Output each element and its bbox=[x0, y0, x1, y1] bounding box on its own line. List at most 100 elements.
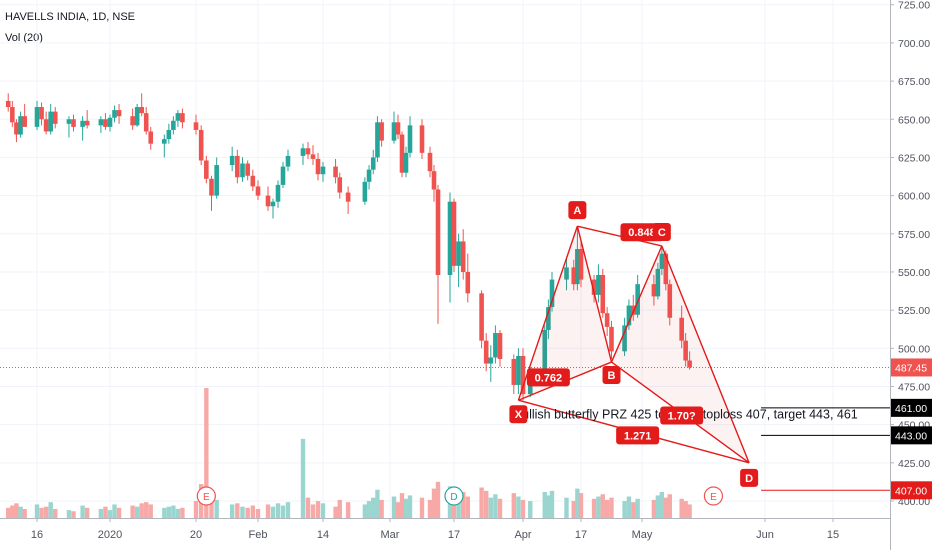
volume-bar bbox=[255, 508, 261, 518]
candle-body bbox=[370, 157, 376, 170]
candle-body bbox=[320, 166, 326, 175]
candle-body bbox=[479, 293, 484, 341]
candle-body bbox=[285, 155, 291, 167]
volume-bar bbox=[80, 505, 85, 518]
volume-bar bbox=[484, 490, 489, 518]
candle-body bbox=[549, 279, 555, 308]
x-tick-label: 17 bbox=[575, 529, 587, 541]
candle-body bbox=[112, 110, 117, 118]
ratio-label: 1.70? bbox=[668, 410, 696, 422]
pattern-leg-ac bbox=[577, 225, 662, 247]
candle-body bbox=[5, 100, 11, 108]
x-tick-label: 17 bbox=[448, 529, 460, 541]
y-tick-label: 525.00 bbox=[898, 305, 930, 317]
candle-body bbox=[280, 166, 286, 185]
volume-bar bbox=[687, 504, 692, 518]
candles bbox=[5, 93, 692, 401]
point-label: B bbox=[608, 370, 616, 382]
candle-body bbox=[564, 267, 569, 280]
volume-bar bbox=[300, 438, 306, 518]
volume-bar bbox=[456, 495, 461, 518]
candle-body bbox=[571, 267, 577, 285]
candle-body bbox=[659, 253, 665, 269]
event-marker-circle bbox=[196, 486, 216, 506]
volume-bar bbox=[175, 508, 181, 518]
candle-body bbox=[180, 113, 185, 123]
volume-bar bbox=[6, 507, 11, 518]
candle-body bbox=[591, 279, 597, 295]
candle-body bbox=[52, 111, 58, 124]
candle-body bbox=[235, 155, 240, 178]
level-badge-bg bbox=[891, 398, 932, 417]
volume-bar bbox=[549, 490, 555, 518]
candle-body bbox=[39, 107, 44, 120]
volume-bar bbox=[600, 494, 605, 518]
candle-body bbox=[427, 152, 433, 172]
volume-bar bbox=[39, 507, 44, 518]
point-label: C bbox=[658, 227, 666, 239]
candle-body bbox=[542, 329, 548, 372]
volume-bar bbox=[209, 490, 214, 518]
candle-body bbox=[520, 355, 526, 395]
candle-body bbox=[596, 275, 601, 295]
volume-bar bbox=[371, 497, 376, 518]
candle-body bbox=[310, 154, 316, 159]
candle-body bbox=[193, 122, 199, 130]
pattern-triangle-bcd bbox=[611, 245, 750, 463]
volume-bar bbox=[171, 505, 176, 518]
volume-bar bbox=[596, 496, 601, 518]
candle-body bbox=[391, 122, 397, 141]
candle-body bbox=[166, 129, 172, 140]
volume-bar bbox=[659, 492, 665, 518]
candle-body bbox=[375, 122, 380, 158]
ratio-badge bbox=[616, 426, 660, 445]
level-badge: 407.00 bbox=[895, 485, 927, 497]
candle-body bbox=[362, 181, 368, 202]
volume-bar bbox=[431, 488, 437, 518]
volume-bar bbox=[144, 502, 149, 518]
volume-bar bbox=[407, 495, 413, 518]
y-tick-label: 675.00 bbox=[898, 76, 930, 88]
volume-bar bbox=[315, 501, 321, 518]
candle-body bbox=[250, 175, 256, 187]
x-tick-label: Mar bbox=[381, 529, 400, 541]
point-label: A bbox=[573, 205, 581, 217]
x-tick-label: 14 bbox=[317, 529, 329, 541]
volume-bar bbox=[162, 507, 167, 518]
candle-body bbox=[635, 284, 640, 315]
candle-body bbox=[209, 178, 214, 196]
volume-bar bbox=[651, 499, 657, 518]
point-label: X bbox=[515, 409, 523, 421]
candle-body bbox=[116, 110, 122, 117]
volume-bar bbox=[53, 508, 58, 518]
candle-body bbox=[395, 122, 401, 135]
volume-bar bbox=[134, 506, 140, 518]
volume-bar bbox=[285, 502, 291, 518]
candle-body bbox=[451, 201, 457, 266]
candle-body bbox=[48, 111, 53, 132]
candle-body bbox=[516, 355, 521, 385]
candle-body bbox=[609, 326, 614, 352]
candle-body bbox=[10, 107, 15, 123]
x-tick-label: Feb bbox=[249, 529, 268, 541]
point-label: D bbox=[745, 473, 753, 485]
x-tick-label: Apr bbox=[514, 529, 531, 541]
volume-bar bbox=[395, 502, 401, 518]
volume-bar bbox=[465, 496, 470, 518]
event-marker-circle bbox=[703, 486, 724, 506]
volume-bar bbox=[337, 499, 342, 518]
volume-bar bbox=[275, 503, 281, 518]
candle-body bbox=[345, 192, 351, 202]
volume-bar bbox=[399, 493, 405, 518]
point-badge bbox=[509, 405, 528, 424]
candle-body bbox=[148, 131, 154, 144]
butterfly-pattern: Bullish butterfly PRZ 425 to 407, stoplo… bbox=[509, 201, 858, 487]
volume-bar bbox=[250, 505, 256, 518]
y-tick-label: 650.00 bbox=[898, 114, 930, 126]
volume-bar bbox=[320, 503, 326, 518]
candle-body bbox=[435, 189, 441, 276]
candle-body bbox=[465, 271, 471, 294]
volume-bar bbox=[130, 505, 135, 518]
